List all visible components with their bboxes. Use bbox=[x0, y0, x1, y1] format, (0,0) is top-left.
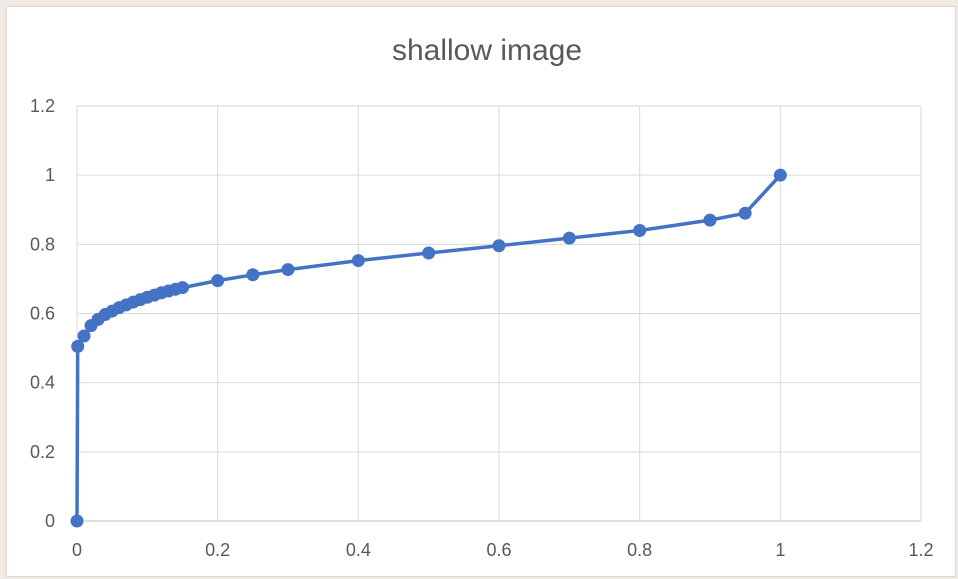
y-tick-label: 0 bbox=[45, 511, 55, 531]
y-tick-label: 1.2 bbox=[30, 96, 55, 116]
tick-labels: 0 0.2 0.4 0.6 0.8 1 1.2 0 0.2 0.4 0.6 0.8 1 1.2 bbox=[30, 96, 934, 560]
x-tick-label: 1 bbox=[775, 540, 785, 560]
data-point bbox=[351, 254, 365, 268]
y-tick-label: 1 bbox=[45, 165, 55, 185]
data-point bbox=[773, 168, 787, 182]
y-tick-label: 0.4 bbox=[30, 373, 55, 393]
data-point bbox=[70, 514, 84, 528]
data-point bbox=[176, 281, 189, 295]
y-tick-label: 0.6 bbox=[30, 304, 55, 324]
data-point bbox=[562, 231, 576, 245]
x-tick-label: 0.8 bbox=[627, 540, 652, 560]
series-layer bbox=[70, 168, 787, 528]
data-point bbox=[71, 339, 85, 353]
x-tick-label: 0 bbox=[72, 540, 82, 560]
series-line bbox=[75, 174, 782, 522]
data-point bbox=[492, 239, 506, 253]
data-point bbox=[77, 329, 91, 343]
y-tick-label: 0.2 bbox=[30, 442, 55, 462]
chart-title: shallow image bbox=[392, 34, 582, 67]
x-tick-label: 0.6 bbox=[486, 540, 511, 560]
data-point bbox=[422, 246, 436, 260]
x-tick-label: 0.2 bbox=[205, 540, 230, 560]
data-point bbox=[246, 268, 260, 282]
x-tick-label: 1.2 bbox=[908, 540, 933, 560]
data-point bbox=[738, 206, 752, 220]
y-tick-label: 0.8 bbox=[30, 234, 55, 254]
data-point bbox=[703, 213, 717, 227]
data-point bbox=[281, 263, 295, 277]
data-point bbox=[633, 224, 647, 237]
x-tick-label: 0.4 bbox=[346, 540, 371, 560]
data-point bbox=[211, 274, 225, 288]
gridlines bbox=[76, 105, 922, 522]
